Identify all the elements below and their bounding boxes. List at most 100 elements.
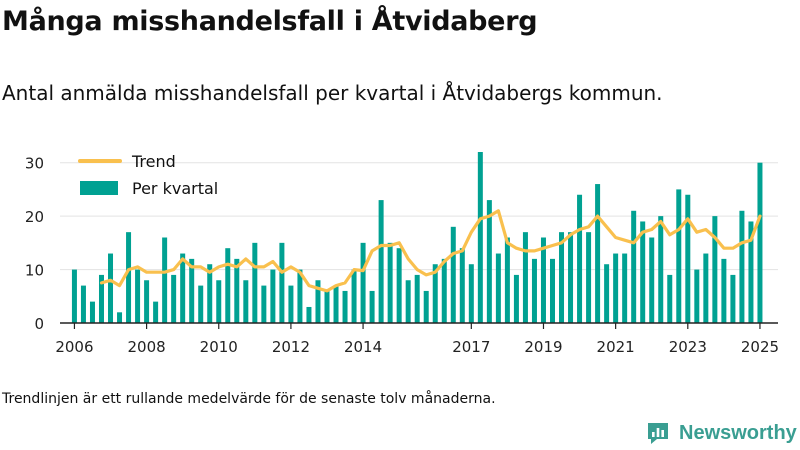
bar-25 [297, 269, 303, 323]
y-tick-label-20: 20 [25, 208, 44, 226]
bar-68 [685, 194, 691, 323]
chart-title: Många misshandelsfall i Åtvidaberg [2, 6, 538, 37]
bar-46 [486, 200, 492, 323]
bar-34 [378, 200, 384, 323]
bar-66 [667, 274, 673, 323]
bar-14 [198, 285, 204, 323]
y-tick-label-0: 0 [34, 315, 44, 333]
trend-line-layer [99, 209, 762, 293]
chart-area: 0 10 20 30 2006 2008 2010 2012 2014 2017 2019 2021… [25, 152, 779, 356]
bar-63 [640, 221, 646, 323]
bar-27 [315, 280, 321, 323]
bar-29 [333, 285, 339, 323]
bar-20 [252, 242, 258, 323]
bar-21 [261, 285, 267, 323]
footnote: Trendlinjen är ett rullande medelvärde f… [2, 391, 496, 407]
bar-54 [559, 232, 565, 323]
bar-8 [144, 280, 150, 323]
bar-24 [288, 285, 294, 323]
bar-37 [405, 280, 411, 323]
bar-50 [522, 232, 528, 323]
x-tick-label-2006: 2006 [55, 338, 93, 356]
bar-5 [117, 312, 123, 323]
x-tick-label-2019: 2019 [524, 338, 562, 356]
bar-51 [531, 258, 537, 323]
bar-1 [80, 285, 86, 323]
bar-56 [577, 194, 583, 323]
bar-53 [549, 258, 555, 323]
bar-71 [712, 216, 718, 323]
bar-76 [757, 162, 763, 323]
legend-label-per-kvartal: Per kvartal [132, 179, 218, 198]
legend-swatch-per-kvartal [80, 181, 118, 195]
bar-7 [135, 269, 141, 323]
bar-73 [730, 274, 736, 323]
bar-65 [658, 216, 664, 323]
bar-43 [459, 248, 465, 323]
x-tick-label-2012: 2012 [272, 338, 310, 356]
bar-4 [108, 253, 114, 323]
bar-75 [748, 221, 754, 323]
bar-15 [207, 264, 213, 323]
bar-0 [71, 269, 77, 323]
bar-3 [98, 274, 104, 323]
bar-23 [279, 242, 285, 323]
bar-9 [153, 301, 159, 323]
bar-6 [126, 232, 132, 323]
bar-2 [89, 301, 95, 323]
bar-60 [613, 253, 619, 323]
bar-10 [162, 237, 168, 323]
bar-42 [450, 226, 456, 323]
bar-44 [468, 264, 474, 323]
x-tick-label-2017: 2017 [452, 338, 490, 356]
bar-12 [180, 253, 186, 323]
bar-57 [586, 232, 592, 323]
bar-17 [225, 248, 231, 323]
x-tick-label-2008: 2008 [127, 338, 165, 356]
x-tick-label-2010: 2010 [200, 338, 238, 356]
legend-label-trend: Trend [131, 152, 176, 171]
bar-11 [171, 274, 177, 323]
bar-28 [324, 290, 330, 323]
newsworthy-logo-text: Newsworthy [679, 421, 797, 444]
bar-69 [694, 269, 700, 323]
bar-40 [432, 264, 438, 323]
bar-70 [703, 253, 709, 323]
legend: Trend Per kvartal [78, 152, 218, 198]
bar-62 [631, 210, 637, 323]
bar-64 [649, 237, 655, 323]
x-tick-label-2021: 2021 [597, 338, 635, 356]
bar-49 [513, 274, 519, 323]
bar-36 [396, 248, 402, 323]
bars-per-kvartal [71, 152, 763, 323]
bar-67 [676, 189, 682, 323]
chart-subtitle: Antal anmälda misshandelsfall per kvarta… [2, 81, 663, 105]
trend-line [99, 209, 762, 293]
bar-35 [387, 242, 393, 323]
bar-52 [540, 237, 546, 323]
y-tick-label-30: 30 [25, 155, 44, 173]
bar-26 [306, 306, 312, 323]
bar-33 [369, 290, 375, 323]
bar-41 [441, 258, 447, 323]
bar-72 [721, 258, 727, 323]
y-tick-label-10: 10 [25, 262, 44, 280]
bar-16 [216, 280, 222, 323]
bar-39 [423, 290, 429, 323]
bar-45 [477, 152, 483, 323]
bar-19 [243, 280, 249, 323]
y-tick-labels: 0 10 20 30 [25, 155, 44, 333]
bar-47 [495, 253, 501, 323]
bar-55 [568, 232, 574, 323]
x-ticks: 2006 2008 2010 2012 2014 2017 2019 2021 2023 2025 [55, 323, 779, 356]
bar-59 [604, 264, 610, 323]
bar-58 [595, 184, 601, 323]
newsworthy-logo: Newsworthy [645, 420, 797, 446]
bar-31 [351, 269, 357, 323]
bar-32 [360, 242, 366, 323]
x-tick-label-2014: 2014 [344, 338, 382, 356]
x-tick-label-2023: 2023 [669, 338, 707, 356]
bar-74 [739, 210, 745, 323]
bar-30 [342, 290, 348, 323]
bar-38 [414, 274, 420, 323]
